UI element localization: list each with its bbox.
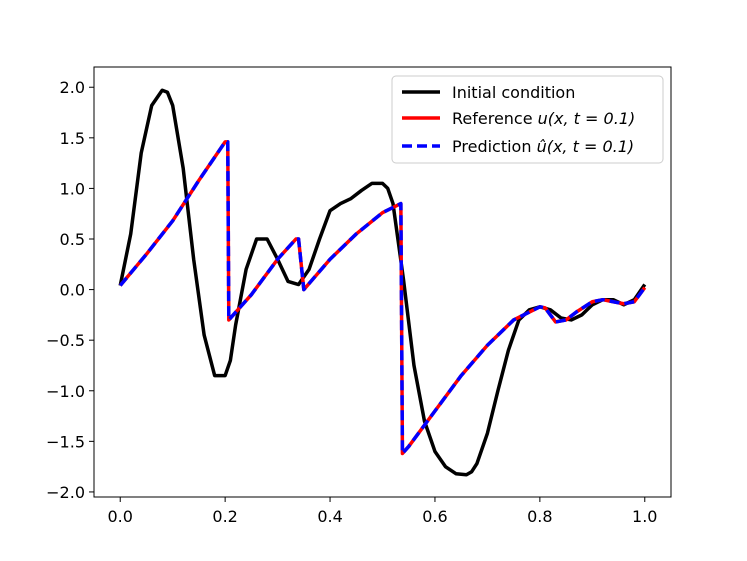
legend-box (391, 75, 664, 164)
x-tick-label-3: 0.6 (422, 507, 447, 526)
legend-label-initial-condition: Initial condition (452, 83, 575, 102)
y-tick-label-4: 0.0 (60, 281, 85, 300)
x-tick-label-2: 0.4 (317, 507, 342, 526)
series-layer (118, 88, 647, 477)
y-tick-label-8: −2.0 (46, 483, 85, 502)
x-tick-label-5: 1.0 (632, 507, 657, 526)
y-tick-label-7: −1.5 (46, 432, 85, 451)
y-tick-label-0: 2.0 (60, 78, 85, 97)
series-line-0 (118, 88, 647, 477)
legend: Initial condition Reference u(x, t = 0.1… (391, 75, 664, 164)
x-axis: 0.0 0.2 0.4 0.6 0.8 1.0 (108, 497, 657, 526)
y-tick-label-5: −0.5 (46, 331, 85, 350)
series-line-2 (118, 140, 647, 456)
x-tick-label-4: 0.8 (527, 507, 552, 526)
plot-frame (93, 66, 672, 498)
x-tick-label-1: 0.2 (212, 507, 237, 526)
y-tick-label-3: 0.5 (60, 230, 85, 249)
y-axis: 2.0 1.5 1.0 0.5 0.0 −0.5 −1.0 −1.5 −2.0 (46, 78, 94, 502)
y-tick-label-6: −1.0 (46, 382, 85, 401)
legend-label-reference: Reference u(x, t = 0.1) (452, 109, 635, 128)
legend-label-prediction: Prediction û(x, t = 0.1) (452, 137, 634, 156)
y-tick-label-1: 1.5 (60, 129, 85, 148)
x-tick-label-0: 0.0 (108, 507, 133, 526)
y-tick-label-2: 1.0 (60, 179, 85, 198)
